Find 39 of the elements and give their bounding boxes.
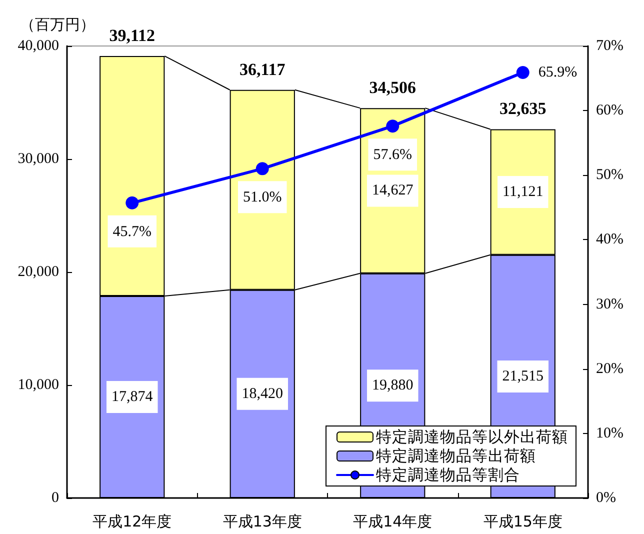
point bbox=[386, 120, 400, 133]
y2-tick-label: 10% bbox=[596, 425, 624, 442]
y2-tick-label: 50% bbox=[596, 167, 624, 184]
y-tick-label: 10,000 bbox=[18, 377, 59, 393]
y2-tick-label: 60% bbox=[596, 102, 624, 119]
x-tick-label: 平成12年度 bbox=[92, 512, 172, 530]
data-label: 11,121 bbox=[502, 184, 544, 200]
y2-tick-label: 20% bbox=[596, 360, 624, 377]
x-tick-label: 平成15年度 bbox=[483, 512, 562, 530]
y-tick-label: 20,000 bbox=[18, 264, 59, 280]
y-tick-label: 40,000 bbox=[18, 38, 59, 54]
point bbox=[256, 162, 269, 176]
data-label: 45.7% bbox=[112, 224, 152, 240]
y2-tick-label: 0% bbox=[596, 490, 616, 506]
data-label: 21,515 bbox=[502, 368, 544, 384]
data-label: 57.6% bbox=[373, 147, 412, 164]
data-label: 18,420 bbox=[242, 386, 283, 402]
y2-tick-label: 70% bbox=[596, 38, 624, 54]
total-label: 34,506 bbox=[369, 78, 416, 98]
data-label: 51.0% bbox=[243, 190, 282, 206]
point bbox=[516, 66, 530, 79]
total-label: 39,112 bbox=[109, 26, 156, 46]
point bbox=[126, 196, 139, 210]
y2-tick-label: 40% bbox=[596, 232, 624, 248]
total-label: 32,635 bbox=[500, 99, 546, 118]
data-label: 19,880 bbox=[372, 378, 414, 394]
y-tick-label: 0 bbox=[52, 490, 59, 506]
x-tick-label: 平成13年度 bbox=[222, 512, 302, 530]
data-label: 65.9% bbox=[538, 64, 578, 80]
legend-label: 特定調達物品等割合 bbox=[376, 466, 520, 484]
x-tick-label: 平成14年度 bbox=[353, 512, 432, 530]
legend-label: 特定調達物品等以外出荷額 bbox=[376, 428, 568, 446]
y-axis-title: （百万円） bbox=[20, 16, 95, 34]
data-label: 14,627 bbox=[372, 182, 414, 199]
y-tick-label: 30,000 bbox=[18, 151, 59, 167]
legend-label: 特定調達物品等出荷額 bbox=[376, 447, 536, 465]
data-label: 17,874 bbox=[112, 389, 154, 406]
y2-tick-label: 30% bbox=[596, 296, 624, 312]
total-label: 36,117 bbox=[239, 60, 286, 79]
